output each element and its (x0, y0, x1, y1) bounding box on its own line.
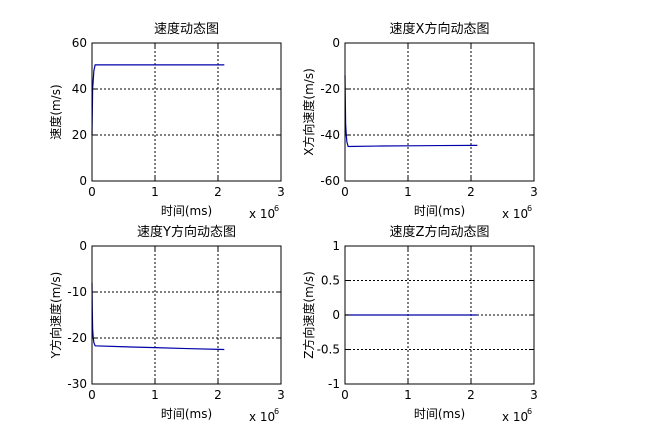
x-multiplier: x 10 (249, 207, 275, 221)
y-tick-label: 40 (72, 82, 87, 96)
x-axis-label: 时间(ms) (161, 204, 212, 218)
y-axis-label: Z方向速度(m/s) (301, 271, 316, 359)
chart-title: 速度Z方向动态图 (390, 224, 490, 240)
y-tick-label: 20 (72, 128, 87, 142)
x-multiplier: x 10 (502, 410, 528, 424)
x-multiplier-exponent: 6 (527, 407, 532, 416)
x-tick-label: 2 (214, 185, 222, 199)
x-tick-label: 1 (404, 388, 412, 402)
x-multiplier-exponent: 6 (274, 407, 279, 416)
x-tick-label: 2 (467, 388, 475, 402)
y-tick-label: -20 (320, 82, 340, 96)
y-tick-label: 0 (79, 174, 87, 188)
y-tick-label: -1 (328, 377, 340, 391)
y-tick-label: -40 (320, 128, 340, 142)
plot-area (345, 43, 534, 181)
y-tick-label: 0.5 (321, 274, 340, 288)
x-multiplier-exponent: 6 (527, 204, 532, 213)
x-tick-label: 3 (277, 388, 285, 402)
chart-title: 速度X方向动态图 (390, 21, 490, 37)
x-axis-label: 时间(ms) (414, 204, 465, 218)
x-tick-label: 3 (530, 185, 538, 199)
y-tick-label: 0 (79, 239, 87, 253)
x-multiplier: x 10 (502, 207, 528, 221)
x-tick-label: 1 (151, 388, 159, 402)
plot-area (92, 43, 281, 181)
x-multiplier-exponent: 6 (274, 204, 279, 213)
x-tick-label: 3 (530, 388, 538, 402)
y-tick-label: -60 (320, 174, 340, 188)
y-tick-label: -20 (67, 331, 87, 345)
axes-frame (91, 42, 282, 182)
y-axis-label: Y方向速度(m/s) (48, 272, 63, 360)
chart-title: 速度Y方向动态图 (137, 224, 236, 240)
y-axis-label: X方向速度(m/s) (301, 68, 316, 156)
x-multiplier: x 10 (249, 410, 275, 424)
y-axis-label: 速度(m/s) (48, 84, 63, 139)
x-tick-label: 1 (151, 185, 159, 199)
y-tick-label: 0 (332, 308, 340, 322)
x-tick-label: 3 (277, 185, 285, 199)
axes-frame (91, 245, 282, 385)
y-tick-label: 0 (332, 36, 340, 50)
x-axis-label: 时间(ms) (161, 407, 212, 421)
y-tick-label: -30 (67, 377, 87, 391)
x-tick-label: 2 (467, 185, 475, 199)
x-tick-label: 1 (404, 185, 412, 199)
y-tick-label: 1 (332, 239, 340, 253)
x-tick-label: 0 (88, 185, 96, 199)
x-tick-label: 0 (341, 185, 349, 199)
x-tick-label: 0 (341, 388, 349, 402)
x-tick-label: 0 (88, 388, 96, 402)
axes-frame (344, 42, 535, 182)
y-tick-label: -10 (67, 285, 87, 299)
y-tick-label: 60 (72, 36, 87, 50)
x-axis-label: 时间(ms) (414, 407, 465, 421)
x-tick-label: 2 (214, 388, 222, 402)
y-tick-label: -0.5 (317, 343, 340, 357)
plot-area (92, 246, 281, 384)
chart-title: 速度动态图 (154, 21, 219, 37)
